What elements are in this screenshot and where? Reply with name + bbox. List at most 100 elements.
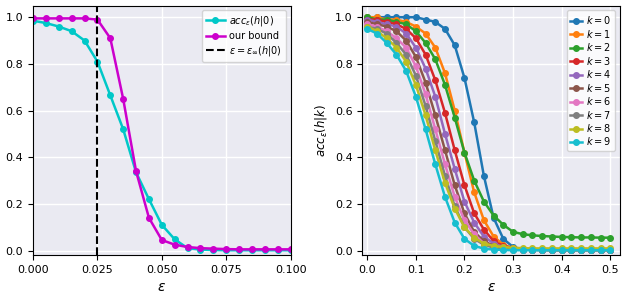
$k = 8$ — [383, 36, 391, 40]
$k = 2$ — [577, 236, 585, 239]
$k = 5$ — [441, 148, 449, 152]
$k = 4$ — [431, 95, 439, 98]
our bound — [106, 36, 114, 40]
$k = 6$ — [500, 247, 507, 250]
$acc_{\varepsilon}(h|0)$ — [42, 21, 49, 25]
our bound — [120, 97, 127, 101]
$k = 8$ — [500, 245, 507, 249]
$k = 1$ — [403, 20, 410, 24]
$k = 5$ — [519, 248, 526, 251]
$k = 2$ — [461, 151, 468, 154]
$k = 3$ — [461, 183, 468, 187]
$k = 1$ — [422, 32, 429, 35]
$k = 0$ — [470, 120, 478, 124]
$k = 7$ — [470, 237, 478, 241]
$k = 9$ — [403, 69, 410, 73]
$k = 7$ — [548, 248, 556, 252]
$k = 3$ — [538, 248, 546, 251]
$k = 5$ — [373, 22, 381, 26]
$acc_{\varepsilon}(h|0)$ — [29, 19, 37, 22]
$k = 0$ — [500, 237, 507, 241]
$k = 1$ — [519, 248, 526, 251]
$k = 9$ — [519, 248, 526, 252]
$k = 8$ — [470, 236, 478, 239]
$k = 3$ — [568, 248, 575, 252]
$k = 6$ — [412, 64, 419, 68]
$k = 9$ — [577, 248, 585, 252]
$k = 0$ — [403, 15, 410, 19]
$k = 9$ — [412, 95, 419, 98]
$k = 9$ — [373, 32, 381, 35]
$k = 4$ — [470, 221, 478, 224]
$k = 5$ — [510, 247, 517, 251]
$k = 0$ — [451, 44, 458, 47]
$k = 4$ — [500, 245, 507, 249]
Line: $k = 4$: $k = 4$ — [364, 17, 613, 253]
$k = 4$ — [558, 248, 565, 252]
our bound — [68, 16, 75, 20]
$k = 6$ — [441, 162, 449, 166]
$k = 2$ — [558, 235, 565, 239]
$k = 0$ — [548, 248, 556, 252]
our bound — [145, 216, 153, 220]
$k = 1$ — [558, 248, 565, 252]
$k = 1$ — [480, 218, 488, 222]
$acc_{\varepsilon}(h|0)$ — [248, 248, 255, 252]
$k = 0$ — [422, 18, 429, 21]
$k = 9$ — [529, 248, 536, 252]
our bound — [55, 16, 63, 20]
$k = 1$ — [607, 248, 614, 252]
$k = 8$ — [403, 60, 410, 63]
$k = 7$ — [538, 248, 546, 252]
$acc_{\varepsilon}(h|0)$ — [55, 25, 63, 28]
$k = 4$ — [412, 46, 419, 49]
$k = 2$ — [597, 236, 604, 239]
$k = 4$ — [568, 248, 575, 252]
$k = 3$ — [364, 18, 371, 21]
$k = 6$ — [383, 29, 391, 33]
$k = 1$ — [431, 46, 439, 49]
$k = 2$ — [587, 236, 595, 239]
$k = 0$ — [597, 248, 604, 252]
$k = 4$ — [587, 248, 595, 252]
$k = 6$ — [451, 195, 458, 199]
$k = 8$ — [577, 247, 585, 250]
$acc_{\varepsilon}(h|0)$ — [120, 128, 127, 131]
$k = 5$ — [548, 248, 556, 252]
$k = 8$ — [538, 247, 546, 250]
$k = 1$ — [538, 248, 546, 252]
$acc_{\varepsilon}(h|0)$ — [261, 248, 269, 252]
$k = 8$ — [431, 148, 439, 152]
$k = 2$ — [500, 223, 507, 226]
$k = 0$ — [383, 15, 391, 19]
$k = 6$ — [538, 248, 546, 252]
our bound — [158, 238, 165, 242]
our bound — [235, 248, 243, 251]
$k = 7$ — [510, 248, 517, 251]
$k = 8$ — [393, 46, 400, 49]
Legend: $k = 0$, $k = 1$, $k = 2$, $k = 3$, $k = 4$, $k = 5$, $k = 6$, $k = 7$, $k = 8$,: $k = 0$, $k = 1$, $k = 2$, $k = 3$, $k =… — [567, 11, 615, 151]
our bound — [29, 16, 37, 20]
$k = 3$ — [597, 248, 604, 252]
$k = 9$ — [607, 248, 614, 252]
$k = 7$ — [568, 248, 575, 252]
$k = 7$ — [597, 248, 604, 252]
$k = 2$ — [403, 22, 410, 26]
$k = 5$ — [422, 81, 429, 84]
$k = 7$ — [412, 74, 419, 77]
$k = 2$ — [538, 234, 546, 238]
$k = 3$ — [510, 246, 517, 250]
$k = 9$ — [568, 248, 575, 252]
$k = 9$ — [422, 128, 429, 131]
Line: $k = 2$: $k = 2$ — [364, 14, 613, 240]
$k = 1$ — [364, 15, 371, 19]
$k = 2$ — [373, 18, 381, 21]
$k = 6$ — [597, 248, 604, 252]
$k = 6$ — [519, 248, 526, 251]
$k = 8$ — [587, 247, 595, 250]
$acc_{\varepsilon}(h|0)$ — [145, 197, 153, 201]
$k = 1$ — [500, 243, 507, 247]
$k = 5$ — [412, 55, 419, 59]
$k = 3$ — [558, 248, 565, 252]
$k = 5$ — [431, 113, 439, 117]
